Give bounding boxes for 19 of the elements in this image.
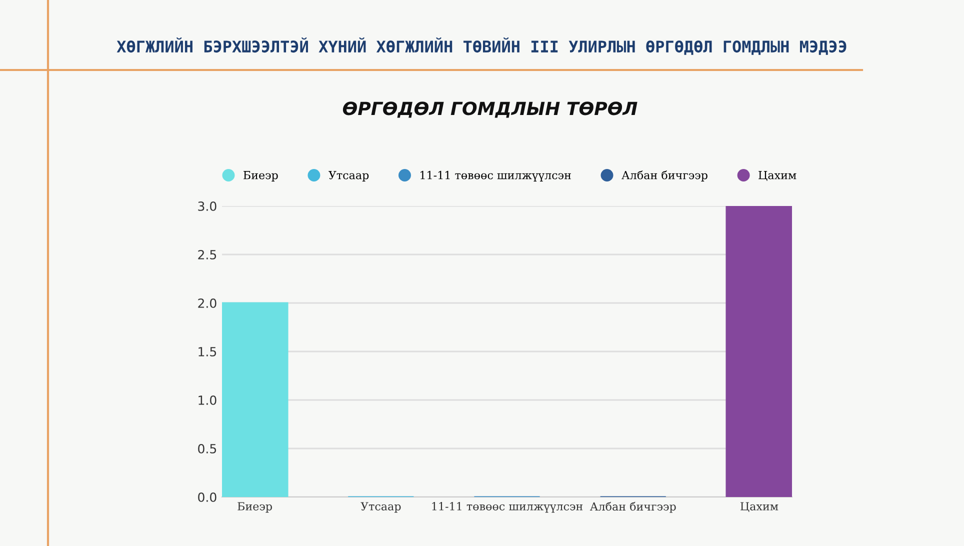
x-tick-label: Утсаар [360, 502, 401, 513]
chart-title: ХӨГЖЛИЙН БЭРХШЭЭЛТЭЙ ХҮНИЙ ХӨГЖЛИЙН ТӨВИЙН III УЛИРЛЫН ӨРГӨДӨЛ ГОМДЛЫН МЭДЭЭ [116, 38, 846, 55]
y-tick-label: 1.5 [198, 347, 216, 356]
y-tick-label: 3.0 [198, 201, 216, 211]
x-tick-label: Албан бичгээр [590, 502, 676, 513]
legend-label: Утсаар [328, 171, 369, 182]
x-tick-label: Биеэр [238, 502, 272, 513]
chart-subtitle: ӨРГӨДӨЛ ГОМДЛЫН ТӨРӨЛ [342, 102, 638, 118]
legend-label: Цахим [758, 171, 796, 181]
y-tick-label: 0.0 [198, 492, 216, 502]
legend-label: 11-11 төвөөс шилжүүлсэн [420, 170, 571, 182]
y-tick-label: 1.0 [198, 395, 216, 405]
y-tick-label: 2.5 [198, 250, 216, 260]
x-tick-label: Цахим [740, 502, 778, 512]
legend-label: Албан бичгээр [622, 170, 708, 182]
legend-label: Биеэр [244, 171, 278, 182]
y-tick-label: 2.0 [198, 298, 216, 308]
x-tick-label: 11-11 төвөөс шилжүүлсэн [432, 502, 583, 513]
y-tick-label: 0.5 [198, 444, 216, 454]
